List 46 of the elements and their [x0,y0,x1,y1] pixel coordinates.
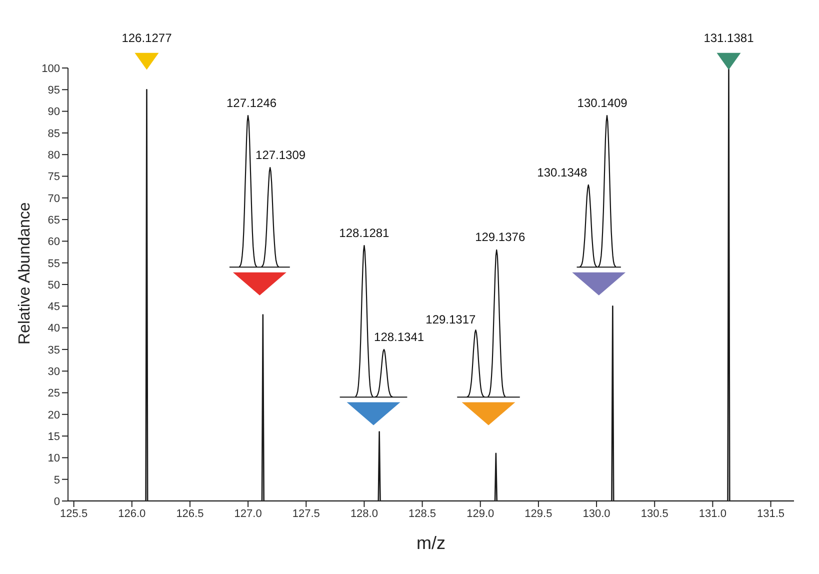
x-tick-label: 126.0 [118,508,146,520]
y-tick-label: 100 [42,62,60,75]
y-axis-title: Relative Abundance [16,202,34,344]
y-tick-label: 65 [48,214,60,226]
y-tick-label: 60 [48,236,60,248]
y-tick-label: 5 [54,474,60,486]
y-tick-label: 10 [48,452,60,465]
x-tick-label: 127.5 [292,508,320,520]
y-tick-label: 55 [48,258,60,270]
y-tick-label: 45 [48,301,60,314]
x-tick-label: 130.5 [640,508,668,520]
y-tick-label: 75 [48,171,60,184]
x-tick-label: 128.0 [350,508,378,520]
annotation: 128.1341 [374,330,424,344]
annotation: 127.1309 [256,148,306,162]
x-tick-label: 126.5 [176,508,204,520]
y-tick-label: 80 [48,150,60,162]
x-tick-label: 129.0 [466,508,494,520]
y-tick-label: 70 [48,192,60,205]
text: 126.1277 [122,31,172,46]
x-tick-label: 128.5 [408,508,436,520]
y-tick-label: 35 [48,344,60,356]
y-tick-label: 0 [54,496,60,508]
y-tick-label: 85 [48,128,60,140]
x-axis-title: m/z [416,533,446,553]
annotation: 128.1281 [339,226,390,240]
annotation: 129.1376 [475,230,526,244]
y-tick-label: 25 [48,388,60,400]
y-tick-label: 40 [48,322,60,335]
y-tick-label: 50 [48,279,60,292]
y-tick-label: 95 [48,84,60,97]
y-tick-label: 90 [48,106,60,118]
y-tick-label: 15 [48,430,60,443]
x-tick-label: 127.0 [234,508,262,520]
annotation: 127.1246 [226,96,277,110]
x-tick-label: 130.0 [582,508,610,520]
x-tick-label: 129.5 [524,508,552,520]
y-tick-label: 20 [48,409,60,422]
y-tick-label: 30 [48,366,60,378]
x-tick-label: 125.5 [60,508,88,520]
text: 131.1381 [704,31,754,46]
annotation: 130.1348 [537,165,588,180]
annotation: 129.1317 [426,312,476,326]
annotation: 130.1409 [577,96,628,110]
x-tick-label: 131.5 [757,508,785,520]
x-tick-label: 131.0 [698,508,726,520]
